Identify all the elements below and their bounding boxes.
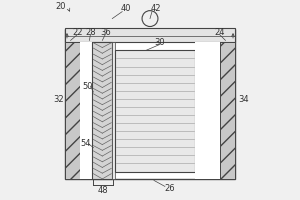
Text: 28: 28	[85, 28, 96, 37]
Text: 54: 54	[80, 139, 91, 148]
Text: 50: 50	[82, 82, 93, 91]
Bar	[64, 28, 236, 179]
Bar	[92, 42, 112, 179]
Text: 42: 42	[151, 4, 161, 13]
Text: 36: 36	[100, 28, 111, 37]
Text: 40: 40	[121, 4, 131, 13]
Text: 20: 20	[56, 2, 66, 11]
Bar	[220, 42, 236, 179]
Bar	[195, 42, 220, 179]
Text: 32: 32	[53, 95, 64, 104]
Text: 24: 24	[214, 28, 225, 37]
Text: 22: 22	[72, 28, 83, 37]
Bar	[64, 28, 236, 42]
Text: 34: 34	[238, 95, 249, 104]
Text: 26: 26	[164, 184, 175, 193]
Bar	[64, 42, 80, 179]
Bar	[80, 42, 92, 179]
Text: 30: 30	[154, 38, 165, 47]
Text: 48: 48	[98, 186, 109, 195]
Bar	[112, 42, 115, 179]
Bar	[115, 50, 195, 171]
